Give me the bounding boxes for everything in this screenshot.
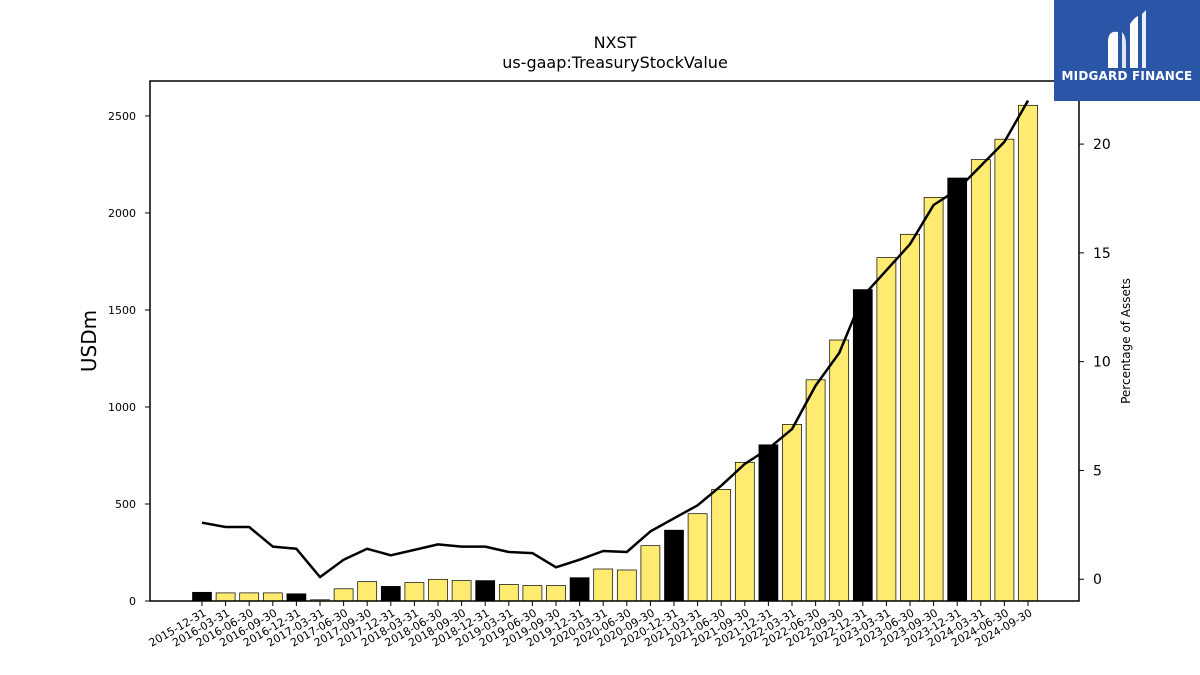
bar (664, 529, 684, 602)
bar (1018, 104, 1038, 602)
bar (239, 592, 260, 602)
y-axis-label: USDm (77, 310, 101, 372)
y2-tick-label: 5 (1093, 463, 1102, 479)
logo-icon (1108, 10, 1146, 68)
y-tick-label: 1500 (108, 304, 136, 317)
bar (404, 582, 425, 602)
y2-tick-label: 10 (1093, 355, 1111, 371)
x-ticks: 2015-12-312016-03-312016-06-302016-09-30… (147, 601, 1035, 650)
bar (994, 138, 1015, 602)
chart-subtitle: us-gaap:TreasuryStockValue (502, 53, 728, 72)
bar (734, 461, 755, 602)
y2-ticks: 0 5 10 15 20 (1079, 137, 1111, 588)
bar (640, 545, 661, 602)
bar (498, 584, 519, 602)
y2-axis-label: Percentage of Assets (1119, 278, 1133, 404)
bar (923, 197, 944, 602)
bar (569, 577, 590, 602)
bar (546, 585, 566, 602)
bar (947, 177, 968, 602)
y-tick-label: 2000 (108, 207, 136, 220)
y-tick-label: 1000 (108, 401, 136, 414)
bar (215, 592, 236, 602)
y-ticks: 0 500 1000 1500 2000 2500 (108, 110, 150, 608)
brand-logo: MIDGARD FINANCE (1054, 0, 1200, 101)
bar (286, 593, 307, 602)
bar (876, 257, 897, 602)
bar (758, 444, 779, 602)
bars-group (192, 104, 1038, 602)
bar (970, 159, 991, 602)
bar (451, 580, 472, 602)
bar (687, 513, 708, 602)
y2-tick-label: 15 (1093, 246, 1111, 262)
bar (900, 233, 920, 602)
bar (522, 585, 543, 602)
bar (380, 586, 401, 602)
y-tick-label: 0 (129, 595, 136, 608)
bar (782, 424, 802, 602)
bar (616, 569, 637, 602)
bar (829, 339, 850, 602)
y-tick-label: 2500 (108, 110, 136, 123)
bar (262, 592, 283, 602)
y2-tick-label: 0 (1093, 572, 1102, 588)
bar (852, 289, 873, 602)
y2-tick-label: 20 (1093, 137, 1111, 153)
brand-name: MIDGARD FINANCE (1061, 69, 1193, 83)
bar (357, 581, 378, 602)
series-line (201, 99, 1030, 579)
bar (711, 489, 732, 602)
bar (192, 591, 212, 602)
bar (805, 379, 826, 602)
bar (593, 568, 614, 602)
y-tick-label: 500 (115, 498, 136, 511)
bar (428, 578, 448, 602)
bar (333, 588, 354, 602)
plot-frame (149, 80, 1080, 602)
line-group (201, 99, 1030, 579)
bar (475, 580, 496, 602)
chart-title: NXST (594, 33, 637, 52)
